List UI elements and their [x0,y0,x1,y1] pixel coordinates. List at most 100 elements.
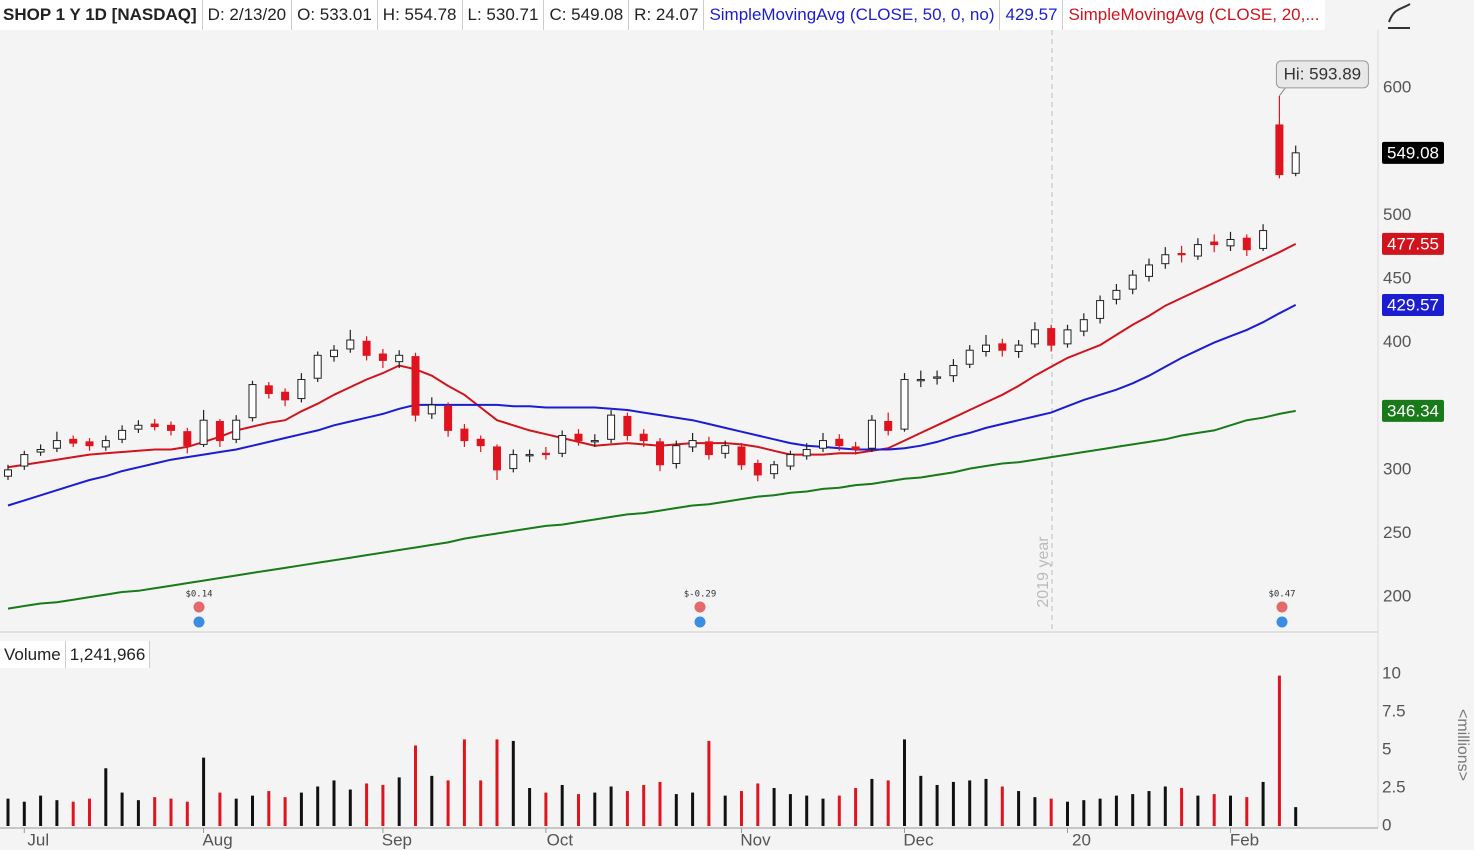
candle-body [884,420,893,431]
candle-body [786,454,795,467]
volume-bar [71,801,75,826]
candle-body [313,354,322,379]
volume-bar [185,801,189,826]
volume-bar [658,781,662,826]
close-value-label-box [1382,141,1444,164]
price-panel [0,30,1378,632]
hi-pointer [1279,87,1286,97]
volume-bar [935,784,939,826]
candle-body [1112,289,1121,300]
volume-bar [821,798,825,826]
volume-bar [120,792,124,826]
volume-bar [234,798,238,826]
candle-body [378,353,387,361]
x-tick-label: Oct [547,830,574,849]
candle-body [427,404,436,415]
candle-body [770,464,779,475]
volume-bar [397,777,401,826]
volume-bar [968,780,972,826]
dividend-icon[interactable] [193,616,205,628]
candle-body [672,445,681,464]
volume-value: 1,241,966 [66,641,151,668]
ma-value-label-box [1382,232,1444,255]
volume-bar [788,794,792,826]
candle-body [639,433,648,442]
dividend-icon[interactable] [694,616,706,628]
candle-body [1259,230,1268,249]
ma-value-label: 429.57 [1387,295,1439,314]
volume-bar [951,781,955,826]
hi-callout-box [1275,60,1369,89]
earnings-icon[interactable] [694,601,706,613]
volume-bar [1212,794,1216,826]
y-tick-label: 400 [1383,332,1411,351]
candle-body [1210,241,1219,246]
volume-bar [691,792,695,826]
candle-body [281,391,290,401]
volume-bar [1000,786,1004,826]
candle-body [1275,124,1284,176]
year-label: 2019 year [1035,536,1052,608]
candle-body [134,424,143,430]
candle-body [150,423,159,428]
volume-bar [1277,675,1281,826]
close-value-label: 549.08 [1387,143,1439,162]
candle-body [688,440,697,448]
candle-body [183,431,192,447]
candle-body [753,462,762,476]
candle-body [476,438,485,447]
candle-body [264,385,273,394]
tool-icon[interactable] [1388,3,1411,29]
x-tick-label: 20 [1072,830,1091,849]
earnings-icon[interactable] [193,601,205,613]
volume-bar [88,798,91,826]
candle-body [933,376,942,379]
candle-body [982,344,990,352]
volume-bar [560,784,564,826]
volume-bar [1163,786,1167,826]
y-tick-label: 450 [1383,268,1411,287]
candle-body [1079,319,1088,332]
sma20-name: SimpleMovingAvg (CLOSE, 20,... [1068,5,1320,24]
chart-header: SHOP 1 Y 1D [NASDAQ] D: 2/13/20 O: 533.0… [0,0,1325,30]
volume-bar [202,757,206,826]
volume-bar [1017,791,1021,826]
candle-body [590,440,599,443]
volume-bar [756,783,760,826]
candle-body [802,448,811,457]
earnings-label: $-0.29 [684,590,717,600]
y-tick-label: 600 [1383,78,1411,97]
volume-bar [169,798,173,826]
volume-bar [1098,798,1102,826]
candle-body [721,445,730,454]
candle-body [1014,344,1023,352]
volume-tick-label: 7.5 [1382,702,1406,721]
candle-body [737,446,746,466]
candle-body [248,384,257,419]
volume-bar [104,768,108,826]
sma50-value: 429.57 [1000,0,1064,30]
volume-tick-label: 0 [1382,815,1391,834]
x-tick-label: Nov [740,830,771,849]
volume-tick-label: 5 [1382,740,1391,759]
volume-bar [495,739,499,826]
candle-body [215,420,224,442]
candle-body [1063,329,1072,345]
candle-body [916,378,925,382]
candle-body [346,339,355,350]
dividend-icon[interactable] [1276,616,1288,628]
candle-body [1177,252,1186,256]
candle-body [444,405,453,431]
candle-body [167,424,175,431]
volume-bar [1131,794,1135,826]
candle-body [1291,152,1300,174]
y-tick-label: 200 [1383,587,1411,606]
earnings-icon[interactable] [1276,601,1288,613]
ma-value-label: 477.55 [1387,234,1439,253]
candle-body [656,441,664,466]
tool-icon-path[interactable] [1388,3,1411,29]
earnings-label: $0.47 [1268,590,1295,600]
volume-bar [267,791,271,826]
candle-body [623,415,632,436]
